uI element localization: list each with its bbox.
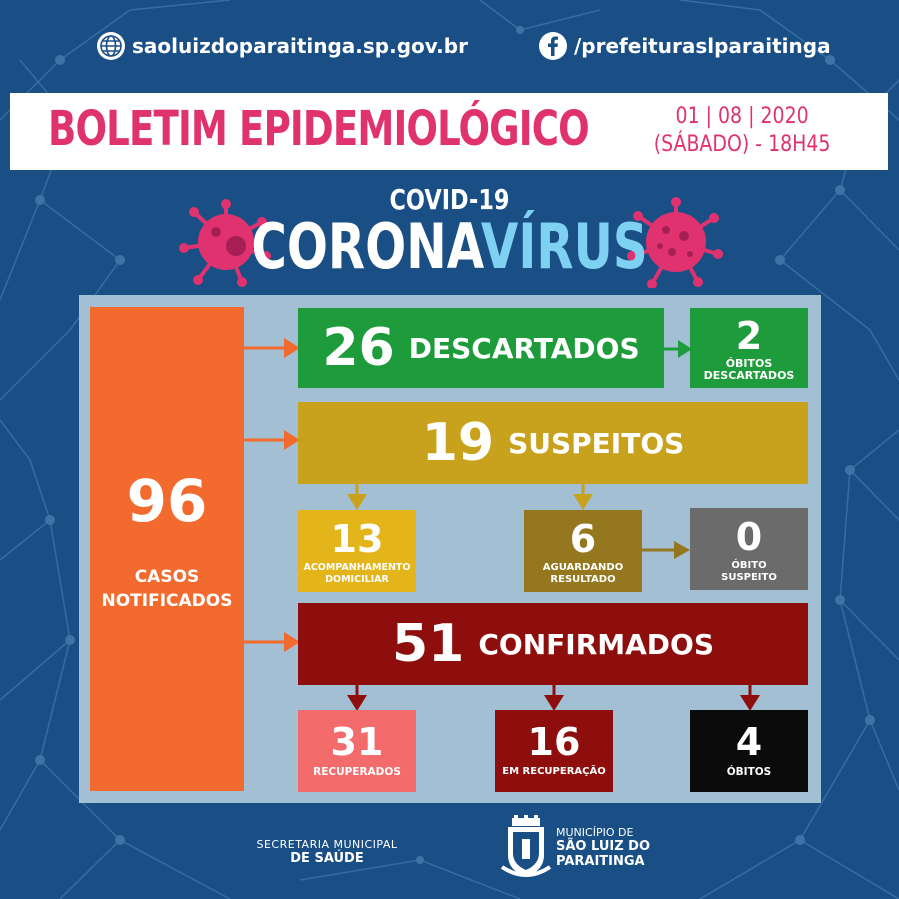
obitos-label: ÓBITOS [726, 766, 772, 778]
virus-icon-left [179, 199, 271, 287]
obitos-descartados-value: 2 [735, 314, 763, 358]
em-recuperacao-label: EM RECUPERAÇÃO [502, 766, 606, 777]
suspeitos-value: 19 [421, 413, 495, 473]
em-recuperacao-value: 16 [527, 720, 581, 764]
bulletin-date: 01 | 08 | 2020 (SÁBADO) - 18H45 [653, 103, 830, 159]
virus-text: VÍRUS [480, 210, 648, 283]
municipio-name: MUNICÍPIO DE SÃO LUIZ DO PARAITINGA [556, 826, 656, 869]
arrow-to-aguardando [573, 484, 593, 510]
obitos-descartados-label-1: ÓBITOS [725, 357, 773, 370]
box-em-recuperacao: 16 EM RECUPERAÇÃO [495, 710, 613, 792]
descartados-label: DESCARTADOS [408, 331, 640, 365]
box-notificados: 96 CASOS NOTIFICADOS [90, 307, 244, 791]
notificados-label-2: NOTIFICADOS [101, 591, 233, 611]
recuperados-label: RECUPERADOS [313, 766, 401, 778]
box-confirmados: 51 CONFIRMADOS [298, 603, 808, 685]
title-banner: BOLETIM EPIDEMIOLÓGICO 01 | 08 | 2020 (S… [10, 93, 888, 170]
obitos-descartados-label-2: DESCARTADOS [703, 369, 795, 382]
bulletin-title: BOLETIM EPIDEMIOLÓGICO [48, 101, 590, 157]
arrow-to-recuperados [347, 685, 367, 711]
day-time-text: (SÁBADO) - 18H45 [653, 132, 830, 157]
obito-suspeito-label-2: SUSPEITO [721, 572, 777, 583]
website-link[interactable]: saoluizdoparaitinga.sp.gov.br [96, 28, 468, 64]
virus-icon-right [627, 197, 723, 288]
obito-suspeito-label-1: ÓBITO [731, 560, 767, 571]
municipio-line-2: SÃO LUIZ DO [556, 839, 651, 854]
acompanhamento-value: 13 [330, 517, 384, 561]
arrow-to-acompanhamento [347, 484, 367, 510]
acompanhamento-label-1: ACOMPANHAMENTO [303, 562, 411, 573]
covid-label: COVID-19 [389, 183, 510, 216]
secretaria-line-1: SECRETARIA MUNICIPAL [256, 838, 398, 851]
aguardando-label-2: RESULTADO [550, 574, 616, 585]
box-acompanhamento: 13 ACOMPANHAMENTO DOMICILIAR [298, 510, 416, 592]
confirmados-label: CONFIRMADOS [478, 627, 714, 661]
coronavirus-heading: CORONAVÍRUS [99, 212, 800, 282]
box-suspeitos: 19 SUSPEITOS [298, 402, 808, 484]
secretaria-saude: SECRETARIA MUNICIPAL DE SAÚDE [252, 838, 402, 866]
facebook-link[interactable]: /prefeituraslparaitinga [538, 28, 831, 64]
municipio-line-1: MUNICÍPIO DE [556, 826, 634, 839]
suspeitos-label: SUSPEITOS [508, 426, 685, 460]
box-recuperados: 31 RECUPERADOS [298, 710, 416, 792]
municipal-coat-of-arms-icon [500, 815, 552, 877]
facebook-icon [539, 32, 567, 60]
recuperados-value: 31 [330, 720, 384, 764]
arrow-to-suspeitos [244, 430, 300, 450]
facebook-text: /prefeituraslparaitinga [574, 34, 831, 58]
municipio-line-3: PARAITINGA [556, 854, 645, 869]
secretaria-line-2: DE SAÚDE [290, 851, 364, 866]
arrow-to-obito-suspeito [642, 541, 690, 559]
notificados-value: 96 [126, 467, 208, 535]
aguardando-value: 6 [569, 517, 597, 561]
arrow-to-obitos [740, 685, 760, 711]
box-aguardando: 6 AGUARDANDO RESULTADO [524, 510, 642, 592]
box-obito-suspeito: 0 ÓBITO SUSPEITO [690, 508, 808, 590]
acompanhamento-label-2: DOMICILIAR [325, 574, 389, 585]
confirmados-value: 51 [391, 614, 465, 674]
obitos-value: 4 [735, 720, 763, 764]
corona-text: CORONA [251, 210, 481, 283]
aguardando-label-1: AGUARDANDO [542, 562, 624, 573]
date-text: 01 | 08 | 2020 [675, 104, 809, 129]
arrow-to-em-recuperacao [544, 685, 564, 711]
arrow-to-descartados [244, 338, 300, 358]
descartados-value: 26 [322, 318, 395, 378]
arrow-to-confirmados [244, 632, 300, 652]
box-descartados: 26 DESCARTADOS [298, 308, 664, 388]
box-obitos: 4 ÓBITOS [690, 710, 808, 792]
box-obitos-descartados: 2 ÓBITOS DESCARTADOS [690, 308, 808, 388]
notificados-label-1: CASOS [134, 567, 200, 587]
globe-icon [97, 32, 125, 60]
website-text: saoluizdoparaitinga.sp.gov.br [132, 34, 468, 58]
obito-suspeito-value: 0 [735, 515, 763, 559]
arrow-to-obitos-descartados [664, 340, 692, 358]
